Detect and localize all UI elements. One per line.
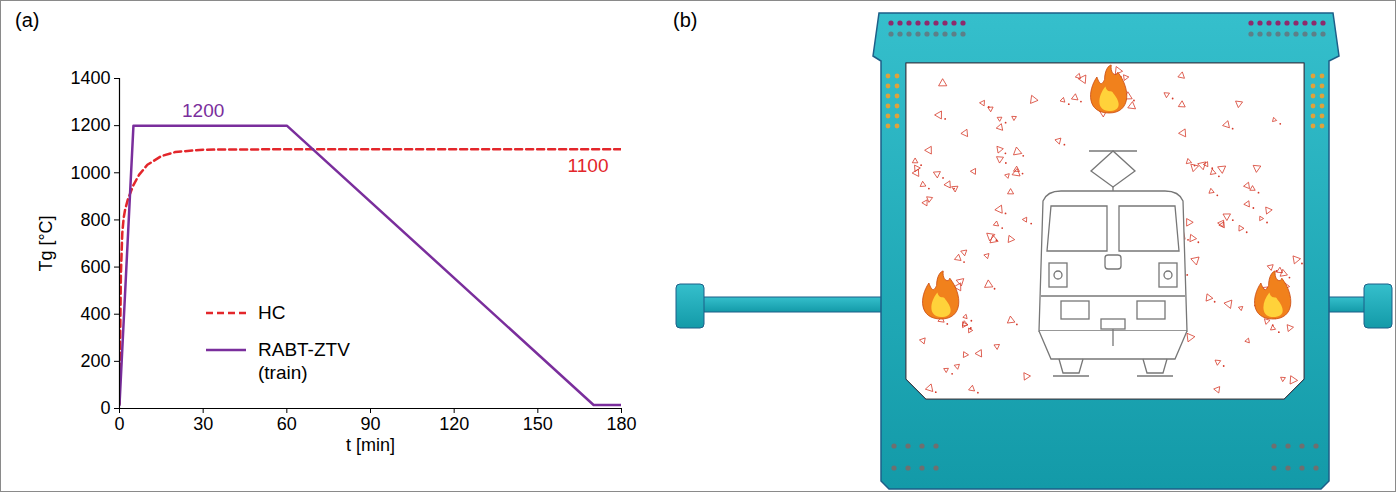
html-text:(a): (a) <box>15 9 40 31</box>
svg-text:200: 200 <box>80 351 110 371</box>
svg-text:0: 0 <box>114 414 124 434</box>
svg-text:120: 120 <box>439 414 469 434</box>
svg-text:1000: 1000 <box>70 163 110 183</box>
html-text:(b): (b) <box>673 9 698 31</box>
svg-text:180: 180 <box>606 414 636 434</box>
svg-text:30: 30 <box>193 414 213 434</box>
svg-text:t [min]: t [min] <box>346 435 395 455</box>
svg-text:400: 400 <box>80 304 110 324</box>
svg-text:1200: 1200 <box>70 115 110 135</box>
svg-text:90: 90 <box>360 414 380 434</box>
svg-text:0: 0 <box>100 398 110 418</box>
svg-text:600: 600 <box>80 257 110 277</box>
svg-text:800: 800 <box>80 210 110 230</box>
html-text:(train): (train) <box>258 362 308 383</box>
html-text:HC: HC <box>258 302 286 323</box>
svg-text:1400: 1400 <box>70 68 110 88</box>
svg-text:60: 60 <box>277 414 297 434</box>
svg-text:150: 150 <box>523 414 553 434</box>
svg-text:Tg [°C]: Tg [°C] <box>36 215 56 271</box>
svg-text:1200: 1200 <box>182 100 224 121</box>
svg-text:1100: 1100 <box>568 155 609 176</box>
html-text:RABT-ZTV: RABT-ZTV <box>258 339 350 360</box>
